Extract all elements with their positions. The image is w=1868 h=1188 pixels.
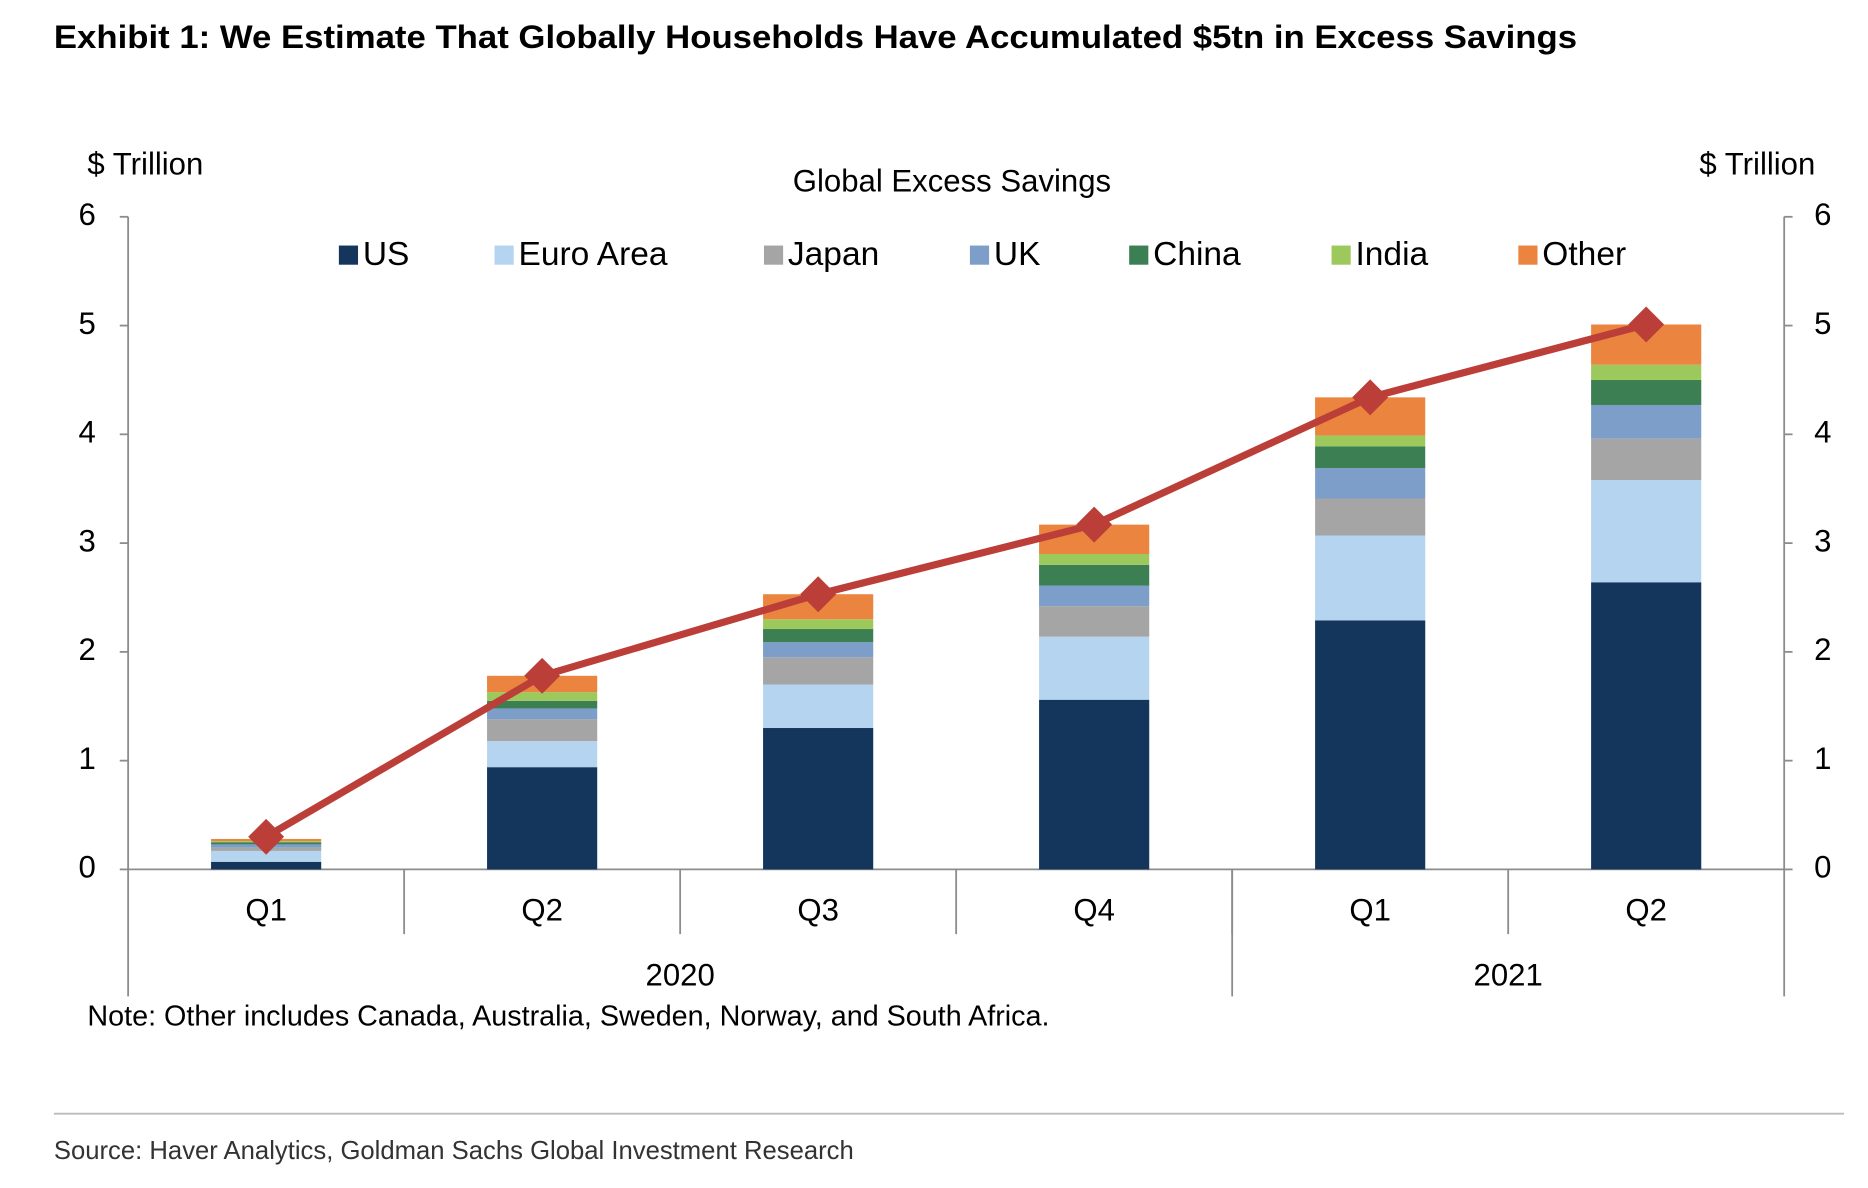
y-tick-label: 5	[78, 306, 95, 341]
y2-tick-label: 1	[1814, 741, 1831, 776]
bar-segment	[763, 728, 874, 870]
y-tick-label: 3	[78, 523, 95, 558]
y2-tick-label: 3	[1814, 523, 1831, 558]
bar-segment	[1591, 364, 1702, 380]
y-tick-label: 6	[78, 197, 95, 232]
bar-segment	[763, 619, 874, 630]
bar-segment	[1315, 446, 1426, 469]
total-marker	[800, 576, 837, 613]
bar-segment	[487, 767, 598, 870]
legend-label: Other	[1542, 236, 1626, 273]
source: Source: Haver Analytics, Goldman Sachs G…	[54, 1135, 854, 1165]
legend-swatch	[763, 245, 784, 265]
legend-label: China	[1153, 236, 1241, 273]
bar-segment	[1591, 404, 1702, 439]
bar-segment	[211, 850, 322, 862]
y2-tick-label: 0	[1814, 850, 1831, 885]
x-tick-label: Q4	[1073, 893, 1115, 928]
bar-segment	[487, 708, 598, 720]
x-tick-label: Q3	[797, 893, 839, 928]
legend-label: Japan	[788, 236, 879, 273]
note: Note: Other includes Canada, Australia, …	[87, 1000, 1049, 1032]
chart-subtitle: Global Excess Savings	[793, 163, 1111, 198]
y-tick-label: 4	[78, 415, 95, 450]
legend-swatch	[1129, 245, 1149, 265]
legend-swatch	[1518, 245, 1538, 265]
bar-segment	[763, 629, 874, 643]
bar-segment	[1039, 636, 1150, 700]
y2-tick-label: 5	[1814, 306, 1831, 341]
bar-segment	[1039, 606, 1150, 637]
bar-segment	[1039, 553, 1150, 565]
legend-swatch	[1331, 245, 1351, 265]
legend-label: Euro Area	[518, 236, 667, 273]
total-line	[264, 321, 1648, 840]
y2-tick-label: 4	[1814, 415, 1831, 450]
y-tick-label: 1	[78, 741, 95, 776]
bar-segment	[763, 657, 874, 685]
total-marker	[524, 657, 561, 694]
bar-segment	[1039, 585, 1150, 607]
legend-swatch	[338, 245, 359, 265]
x-tick-label: Q2	[1625, 893, 1667, 928]
y-tick-label: 0	[78, 850, 95, 885]
bar-segment	[211, 861, 322, 870]
y-axis-title: $ Trillion	[87, 147, 203, 182]
bar-segment	[487, 692, 598, 701]
bar-segment	[763, 642, 874, 658]
bar-segment	[1315, 468, 1426, 499]
bar-segment	[1315, 498, 1426, 536]
group-label: 2021	[1474, 957, 1543, 992]
y-tick-label: 2	[78, 632, 95, 667]
bar-segment	[1591, 438, 1702, 481]
bar-segment	[1315, 620, 1426, 870]
bar-segment	[763, 684, 874, 729]
bar-segment	[1591, 480, 1702, 583]
group-label: 2020	[646, 957, 715, 992]
chart-title: Exhibit 1: We Estimate That Globally Hou…	[54, 19, 1577, 55]
y2-tick-label: 2	[1814, 632, 1831, 667]
total-marker	[248, 818, 285, 855]
legend-swatch	[494, 245, 514, 265]
bar-segment	[1039, 564, 1150, 586]
y2-axis-title: $ Trillion	[1699, 147, 1815, 182]
bar-segment	[1591, 582, 1702, 870]
bar-segment	[1315, 435, 1426, 447]
x-tick-label: Q1	[1349, 893, 1391, 928]
bar-segment	[1039, 699, 1150, 870]
y2-tick-label: 6	[1814, 197, 1831, 232]
legend-label: India	[1355, 236, 1428, 273]
bar-segment	[487, 741, 598, 768]
bar-segment	[1315, 535, 1426, 621]
x-tick-label: Q1	[245, 893, 287, 928]
x-tick-label: Q2	[521, 893, 563, 928]
legend-label: UK	[994, 236, 1041, 273]
legend-label: US	[363, 236, 410, 273]
bar-segment	[487, 719, 598, 742]
bar-segment	[1591, 379, 1702, 405]
bar-segment	[487, 700, 598, 709]
total-marker	[1352, 379, 1389, 416]
total-marker	[1628, 306, 1665, 343]
legend-swatch	[969, 245, 990, 265]
